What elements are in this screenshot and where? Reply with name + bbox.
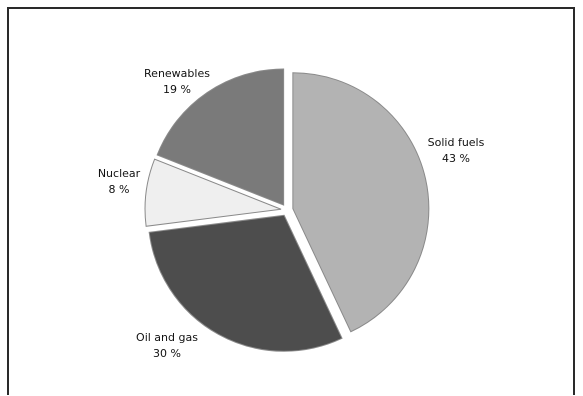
pie-slice-oil-and-gas [148,214,343,352]
slice-value-oil-and-gas: 30 % [153,347,181,360]
pie-slice-solid-fuels [292,72,430,333]
pie-slice-renewables [156,68,285,206]
slice-label-nuclear: Nuclear [98,167,141,180]
slice-value-renewables: 19 % [163,83,191,96]
slice-label-solid-fuels: Solid fuels [428,136,485,149]
slice-value-solid-fuels: 43 % [442,152,470,165]
label-solid-fuels: Solid fuels 43 % [428,136,485,165]
pie-slices [144,68,430,352]
slice-label-renewables: Renewables [144,67,210,80]
label-nuclear: Nuclear 8 % [98,167,141,196]
slice-label-oil-and-gas: Oil and gas [136,331,198,344]
pie-slice-nuclear [144,158,282,227]
label-oil-and-gas: Oil and gas 30 % [136,331,198,360]
slice-value-nuclear: 8 % [109,183,130,196]
label-renewables: Renewables 19 % [144,67,210,96]
